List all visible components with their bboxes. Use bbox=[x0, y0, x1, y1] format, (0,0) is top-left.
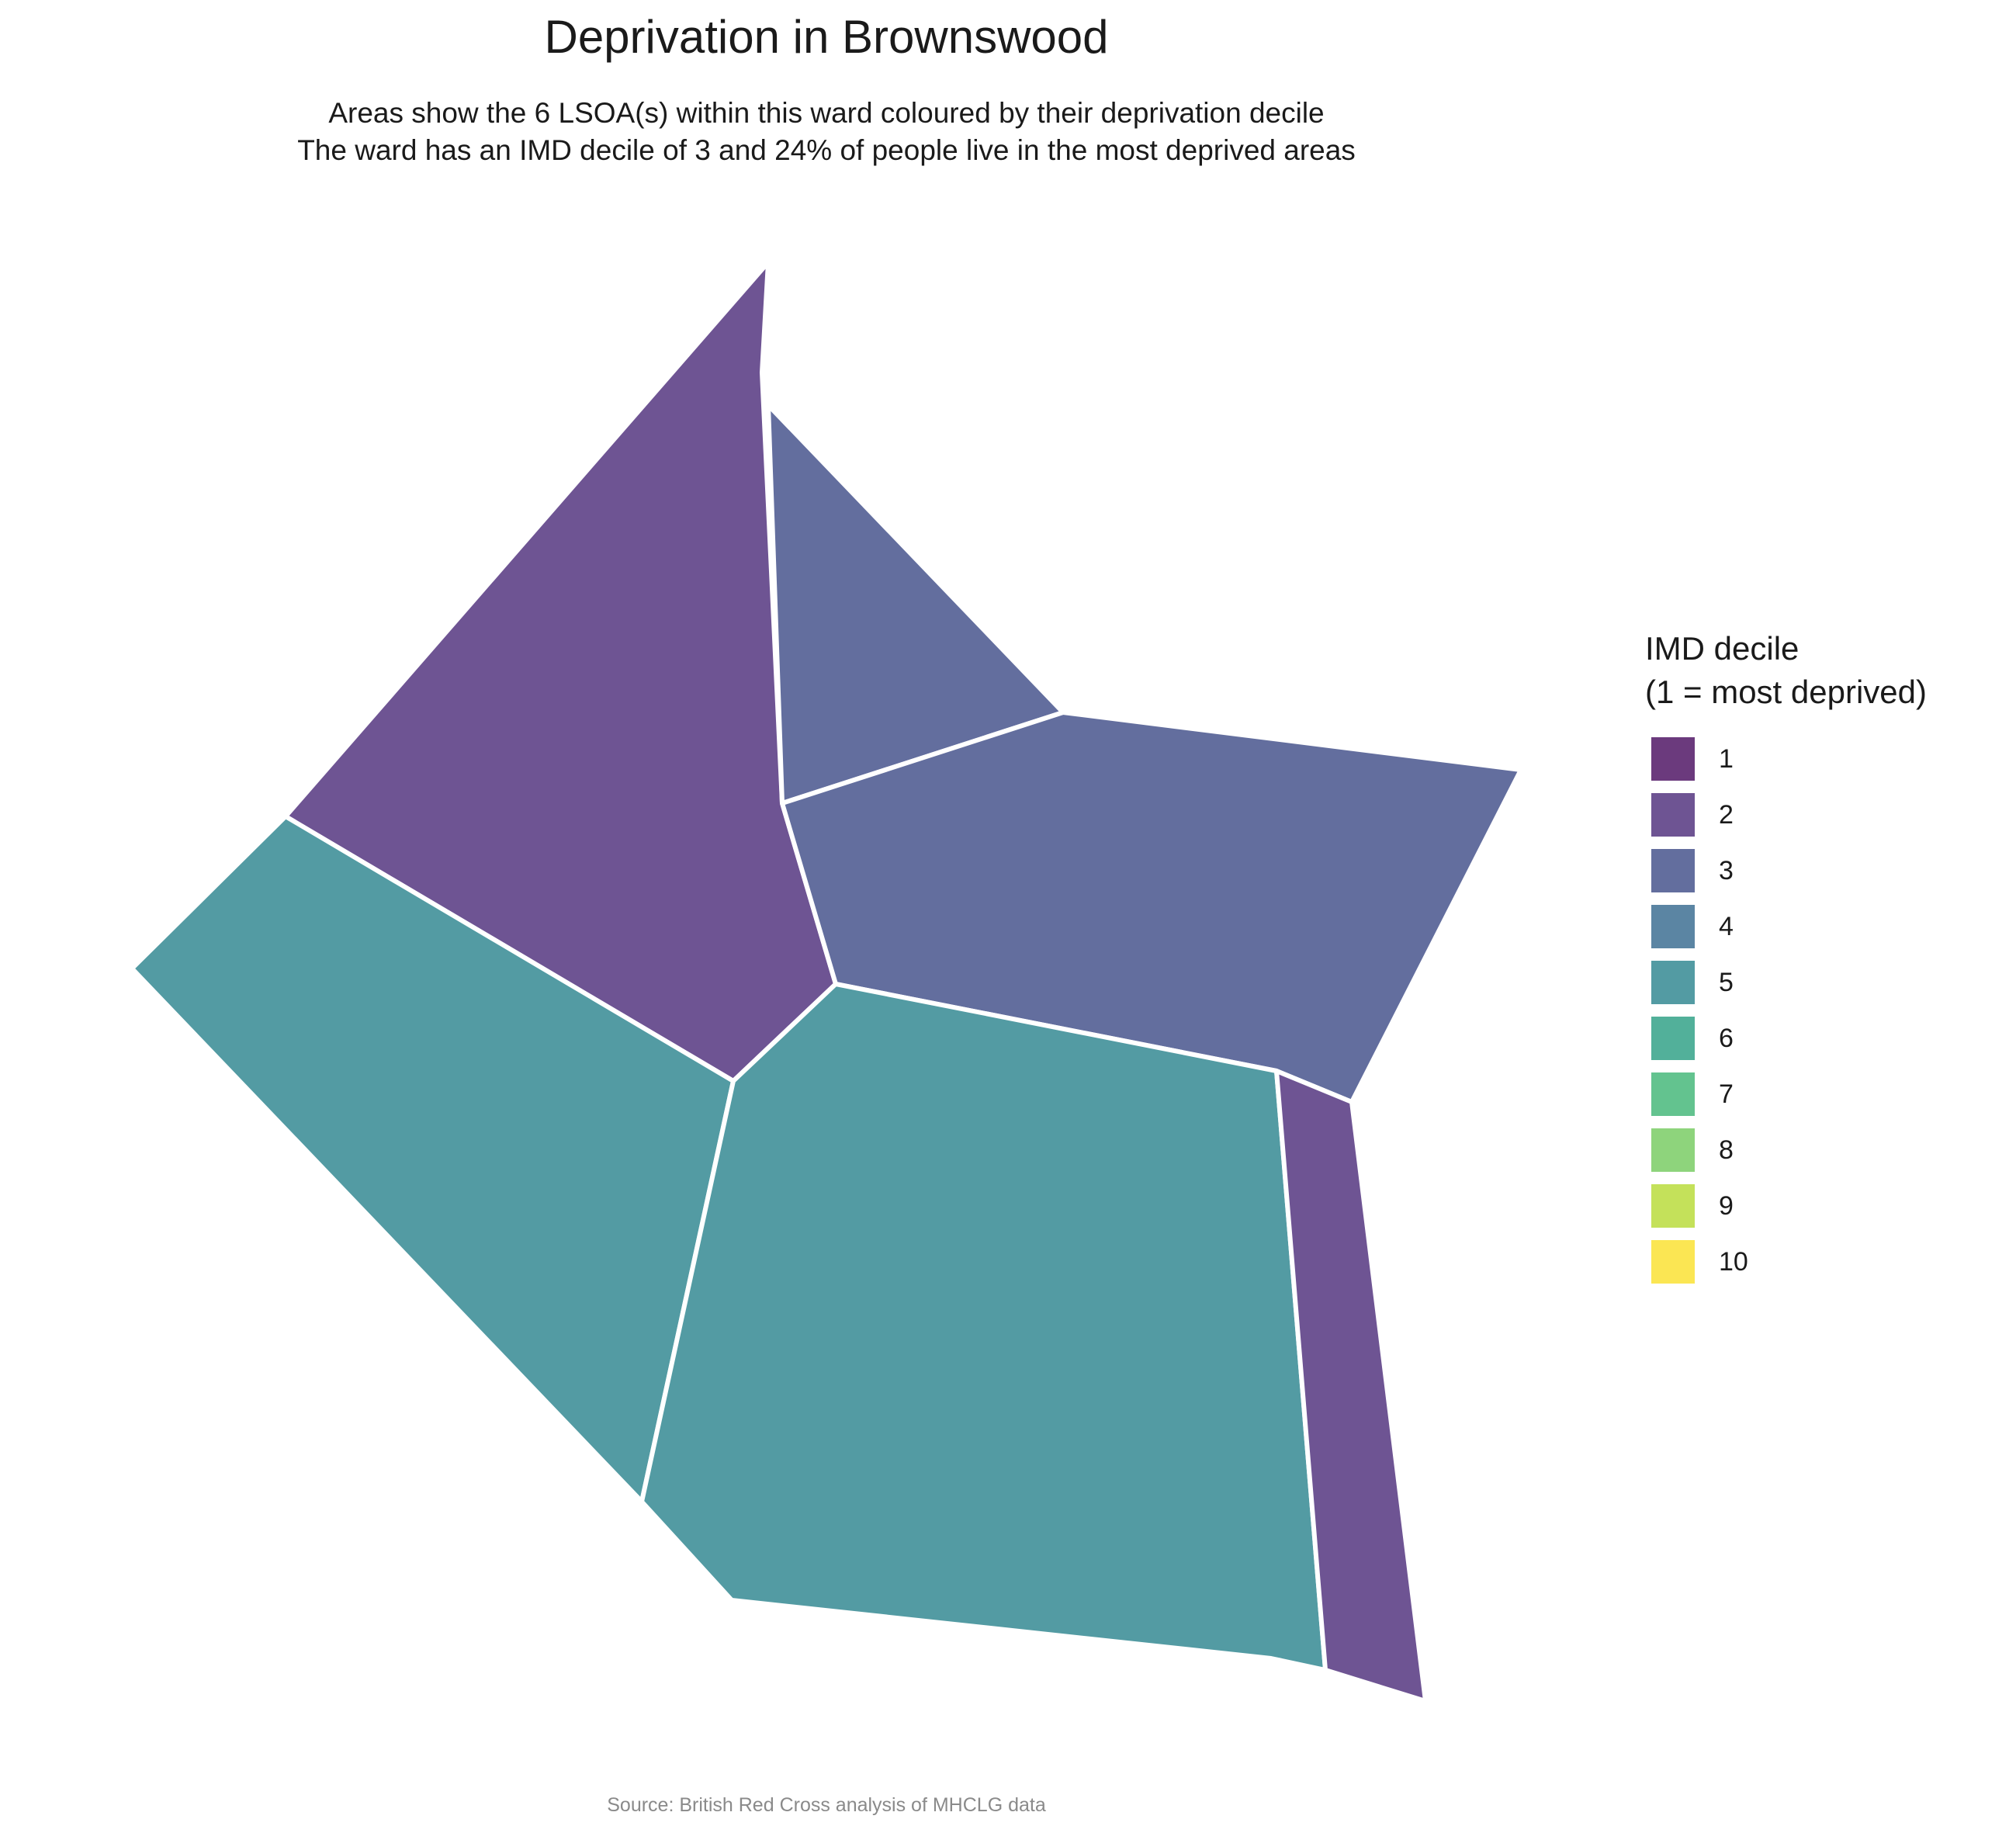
chart-subtitle-line-2: The ward has an IMD decile of 3 and 24% … bbox=[297, 134, 1356, 166]
legend-items: 1 2 3 4 5 6 7 8 9 10 bbox=[1645, 731, 1927, 1290]
legend-label: 1 bbox=[1719, 744, 1734, 774]
legend-item-3: 3 bbox=[1645, 843, 1927, 899]
lsoa-area-south[interactable] bbox=[639, 982, 1328, 1672]
legend-item-5: 5 bbox=[1645, 955, 1927, 1010]
legend-title: IMD decile (1 = most deprived) bbox=[1645, 627, 1927, 714]
legend-item-4: 4 bbox=[1645, 899, 1927, 955]
legend-label: 7 bbox=[1719, 1079, 1734, 1109]
legend-item-1: 1 bbox=[1645, 731, 1927, 787]
lsoa-area-south-east[interactable] bbox=[1274, 1069, 1428, 1703]
legend-swatch-3 bbox=[1651, 849, 1695, 892]
legend-item-6: 6 bbox=[1645, 1010, 1927, 1066]
legend-swatch-7 bbox=[1651, 1072, 1695, 1116]
legend-swatch-6 bbox=[1651, 1017, 1695, 1060]
legend-title-line-1: IMD decile bbox=[1645, 630, 1800, 667]
legend: IMD decile (1 = most deprived) 1 2 3 4 5 6 7 8 9… bbox=[1645, 627, 1927, 1290]
legend-label: 3 bbox=[1719, 856, 1734, 885]
legend-label: 6 bbox=[1719, 1024, 1734, 1053]
legend-swatch-2 bbox=[1651, 793, 1695, 837]
legend-item-2: 2 bbox=[1645, 787, 1927, 843]
legend-swatch-4 bbox=[1651, 905, 1695, 948]
legend-label: 10 bbox=[1719, 1247, 1748, 1277]
legend-item-10: 10 bbox=[1645, 1234, 1927, 1290]
legend-swatch-5 bbox=[1651, 961, 1695, 1004]
legend-label: 2 bbox=[1719, 800, 1734, 830]
legend-item-7: 7 bbox=[1645, 1066, 1927, 1122]
legend-swatch-1 bbox=[1651, 737, 1695, 781]
legend-title-line-2: (1 = most deprived) bbox=[1645, 674, 1927, 710]
legend-label: 4 bbox=[1719, 912, 1734, 941]
legend-swatch-9 bbox=[1651, 1184, 1695, 1228]
legend-swatch-8 bbox=[1651, 1128, 1695, 1172]
legend-label: 5 bbox=[1719, 968, 1734, 997]
legend-label: 8 bbox=[1719, 1135, 1734, 1165]
source-caption: Source: British Red Cross analysis of MH… bbox=[607, 1794, 1046, 1816]
legend-swatch-10 bbox=[1651, 1240, 1695, 1284]
legend-label: 9 bbox=[1719, 1191, 1734, 1221]
legend-item-9: 9 bbox=[1645, 1178, 1927, 1234]
legend-item-8: 8 bbox=[1645, 1122, 1927, 1178]
chart-subtitle-line-1: Areas show the 6 LSOA(s) within this war… bbox=[328, 97, 1325, 129]
chart-title: Deprivation in Brownswood bbox=[544, 11, 1109, 63]
